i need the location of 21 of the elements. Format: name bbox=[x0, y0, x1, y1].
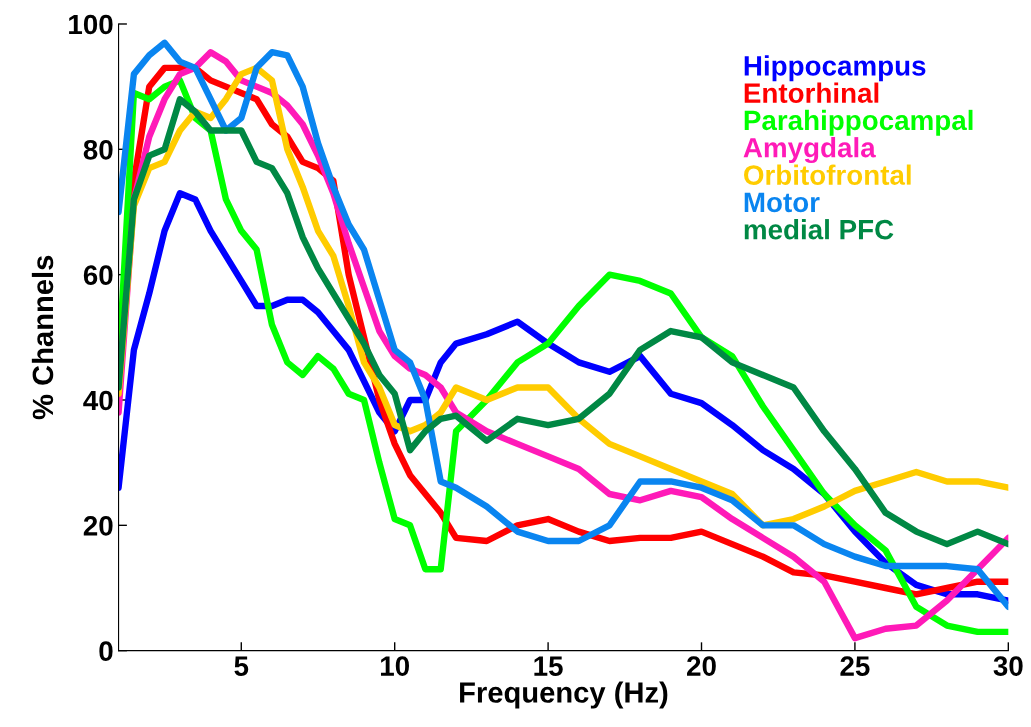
x-tick-label: 30 bbox=[993, 656, 1023, 676]
y-tick-label: 40 bbox=[83, 390, 113, 411]
x-tick-label: 20 bbox=[687, 656, 716, 676]
x-axis-title: Frequency (Hz) bbox=[460, 681, 668, 709]
y-tick-label: 60 bbox=[83, 265, 113, 285]
y-tick-label: 100 bbox=[69, 14, 113, 35]
x-tick-label: 15 bbox=[534, 656, 563, 676]
text: Parahippocampal bbox=[744, 109, 973, 136]
text: Entorhinal bbox=[744, 82, 879, 103]
y-tick-label: 20 bbox=[83, 516, 113, 536]
text: Hippocampus bbox=[744, 55, 926, 82]
text: Motor bbox=[744, 192, 820, 213]
y-tick-label: 0 bbox=[99, 641, 113, 661]
y-tick-label: 80 bbox=[83, 139, 113, 160]
text: Amygdala bbox=[743, 137, 876, 164]
x-tick-label: 5 bbox=[234, 656, 249, 676]
x-tick-label: 25 bbox=[840, 656, 870, 676]
x-tick-label: 10 bbox=[381, 656, 410, 676]
y-axis-title: % Channels bbox=[31, 255, 54, 420]
text: medial PFC bbox=[744, 219, 894, 240]
text: Orbitofrontal bbox=[744, 164, 911, 185]
